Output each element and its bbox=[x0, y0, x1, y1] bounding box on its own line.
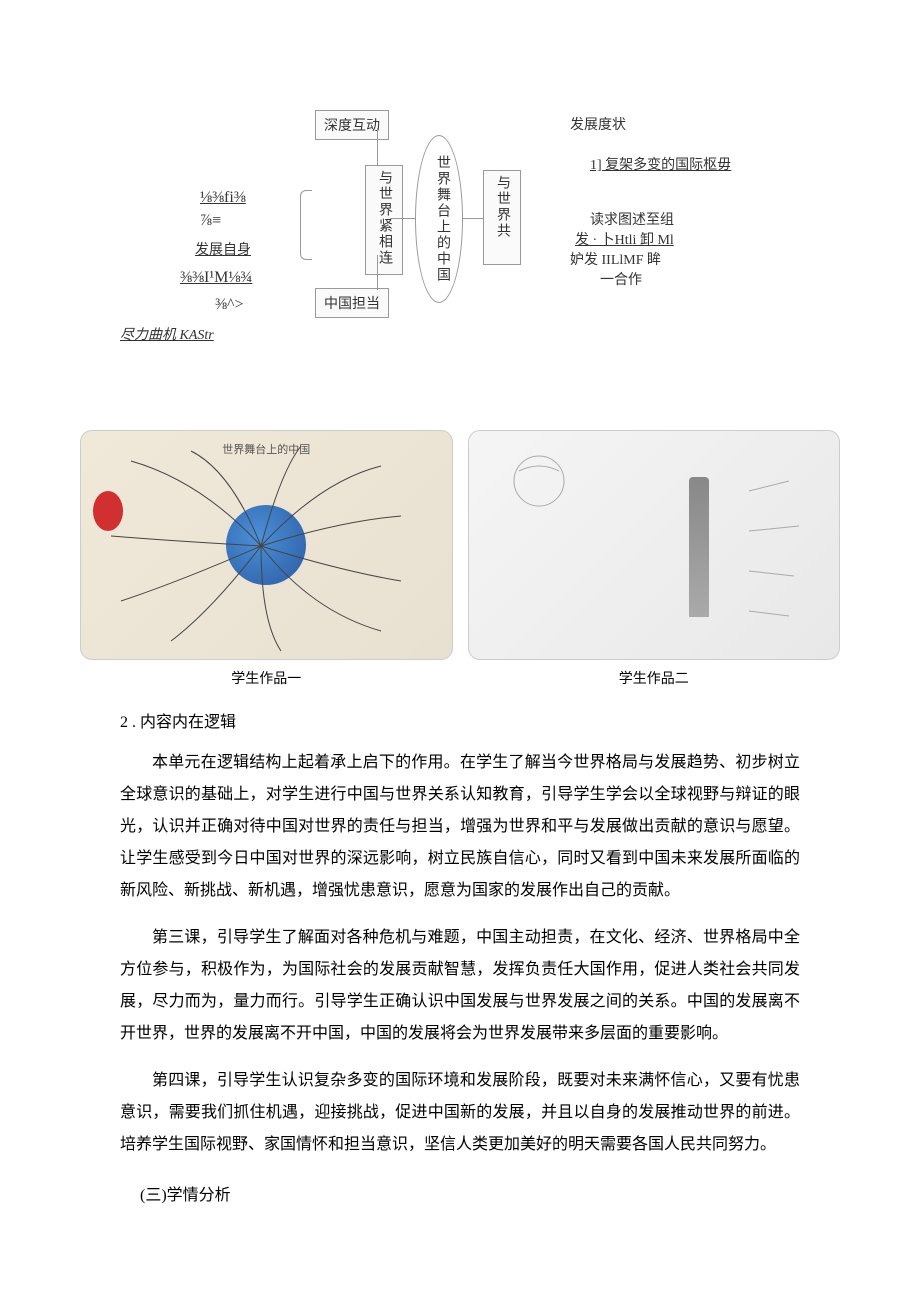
text-group-1: 读求图述至组 bbox=[590, 210, 674, 231]
box-world-connected: 与世界紧相连 bbox=[365, 165, 403, 275]
diagram-label: ⅛⅜fi⅜ bbox=[200, 189, 246, 206]
paragraph-1: 本单元在逻辑结构上起着承上启下的作用。在学生了解当今世界格局与发展趋势、初步树立… bbox=[120, 747, 800, 907]
paragraph-3: 第四课，引导学生认识复杂多变的国际环境和发展阶段，既要对未来满怀信心，又要有忧患… bbox=[120, 1065, 800, 1161]
work-caption-1: 学生作品一 bbox=[80, 668, 453, 688]
work-image-2 bbox=[468, 430, 841, 660]
diagram-label: ⅜^> bbox=[215, 296, 244, 313]
diagram-label: 世界舞台上的中国 bbox=[435, 155, 450, 283]
diagram-label: 尽力曲机 KAStr bbox=[120, 328, 214, 343]
text-fraction-1: ⅛⅜fi⅜ bbox=[200, 185, 246, 211]
diagram-label: 发展度状 bbox=[570, 118, 626, 133]
box-china-duty: 中国担当 bbox=[315, 288, 389, 318]
diagram-label: 发 · 卜Htli 卸 Ml bbox=[575, 233, 674, 248]
text-complex-intl: 1] 复架多变的国际枢毋 bbox=[590, 155, 731, 176]
student-works-row: 世界舞台上的中国 bbox=[80, 430, 840, 688]
text-fraction-5: ⅜^> bbox=[215, 292, 244, 318]
bracket bbox=[300, 190, 312, 260]
diagram-label: 深度互动 bbox=[324, 119, 380, 134]
diagram-label: 一合作 bbox=[600, 273, 642, 288]
student-work-1: 世界舞台上的中国 bbox=[80, 430, 453, 688]
heading-content-logic: 2 . 内容内在逻辑 bbox=[120, 708, 840, 732]
text-fraction-2: ⅞≡ bbox=[200, 208, 221, 234]
work-image-1: 世界舞台上的中国 bbox=[80, 430, 453, 660]
heading-student-analysis: (三)学情分析 bbox=[140, 1181, 840, 1205]
diagram-label: 妒发 IILlMF 眸 bbox=[570, 253, 661, 268]
radiating-lines bbox=[81, 431, 452, 659]
text-self-dev: 发展自身 bbox=[195, 240, 251, 261]
diagram-label: 与世界共 bbox=[495, 175, 510, 239]
diagram-label: 中国担当 bbox=[324, 297, 380, 312]
diagram-label: ⅜⅜I¹M⅛¾ bbox=[180, 269, 252, 286]
connector bbox=[390, 218, 415, 219]
concept-diagram: 深度互动 与世界紧相连 中国担当 世界舞台上的中国 与世界共 发展度状 bbox=[80, 100, 840, 410]
connector bbox=[463, 218, 483, 219]
text-group-3: 妒发 IILlMF 眸 bbox=[570, 250, 661, 271]
paragraph-2: 第三课，引导学生了解面对各种危机与难题，中国主动担责，在文化、经济、世界格局中全… bbox=[120, 922, 800, 1050]
text-kastr: 尽力曲机 KAStr bbox=[120, 325, 214, 346]
diagram-label: 读求图述至组 bbox=[590, 213, 674, 228]
diagram-label: ⅞≡ bbox=[200, 212, 221, 229]
text-group-2: 发 · 卜Htli 卸 Ml bbox=[575, 230, 674, 251]
work-caption-2: 学生作品二 bbox=[468, 668, 841, 688]
text-group-4: 一合作 bbox=[600, 270, 642, 291]
text-fraction-4: ⅜⅜I¹M⅛¾ bbox=[180, 265, 252, 291]
box-world-share: 与世界共 bbox=[483, 170, 521, 265]
diagram-label: 1] 复架多变的国际枢毋 bbox=[590, 158, 731, 173]
text-dev-status: 发展度状 bbox=[570, 115, 626, 136]
oval-center: 世界舞台上的中国 bbox=[415, 135, 463, 303]
student-work-2: 学生作品二 bbox=[468, 430, 841, 688]
sketch-lines-2 bbox=[469, 431, 840, 659]
diagram-label: 发展自身 bbox=[195, 243, 251, 258]
connector bbox=[377, 255, 378, 290]
